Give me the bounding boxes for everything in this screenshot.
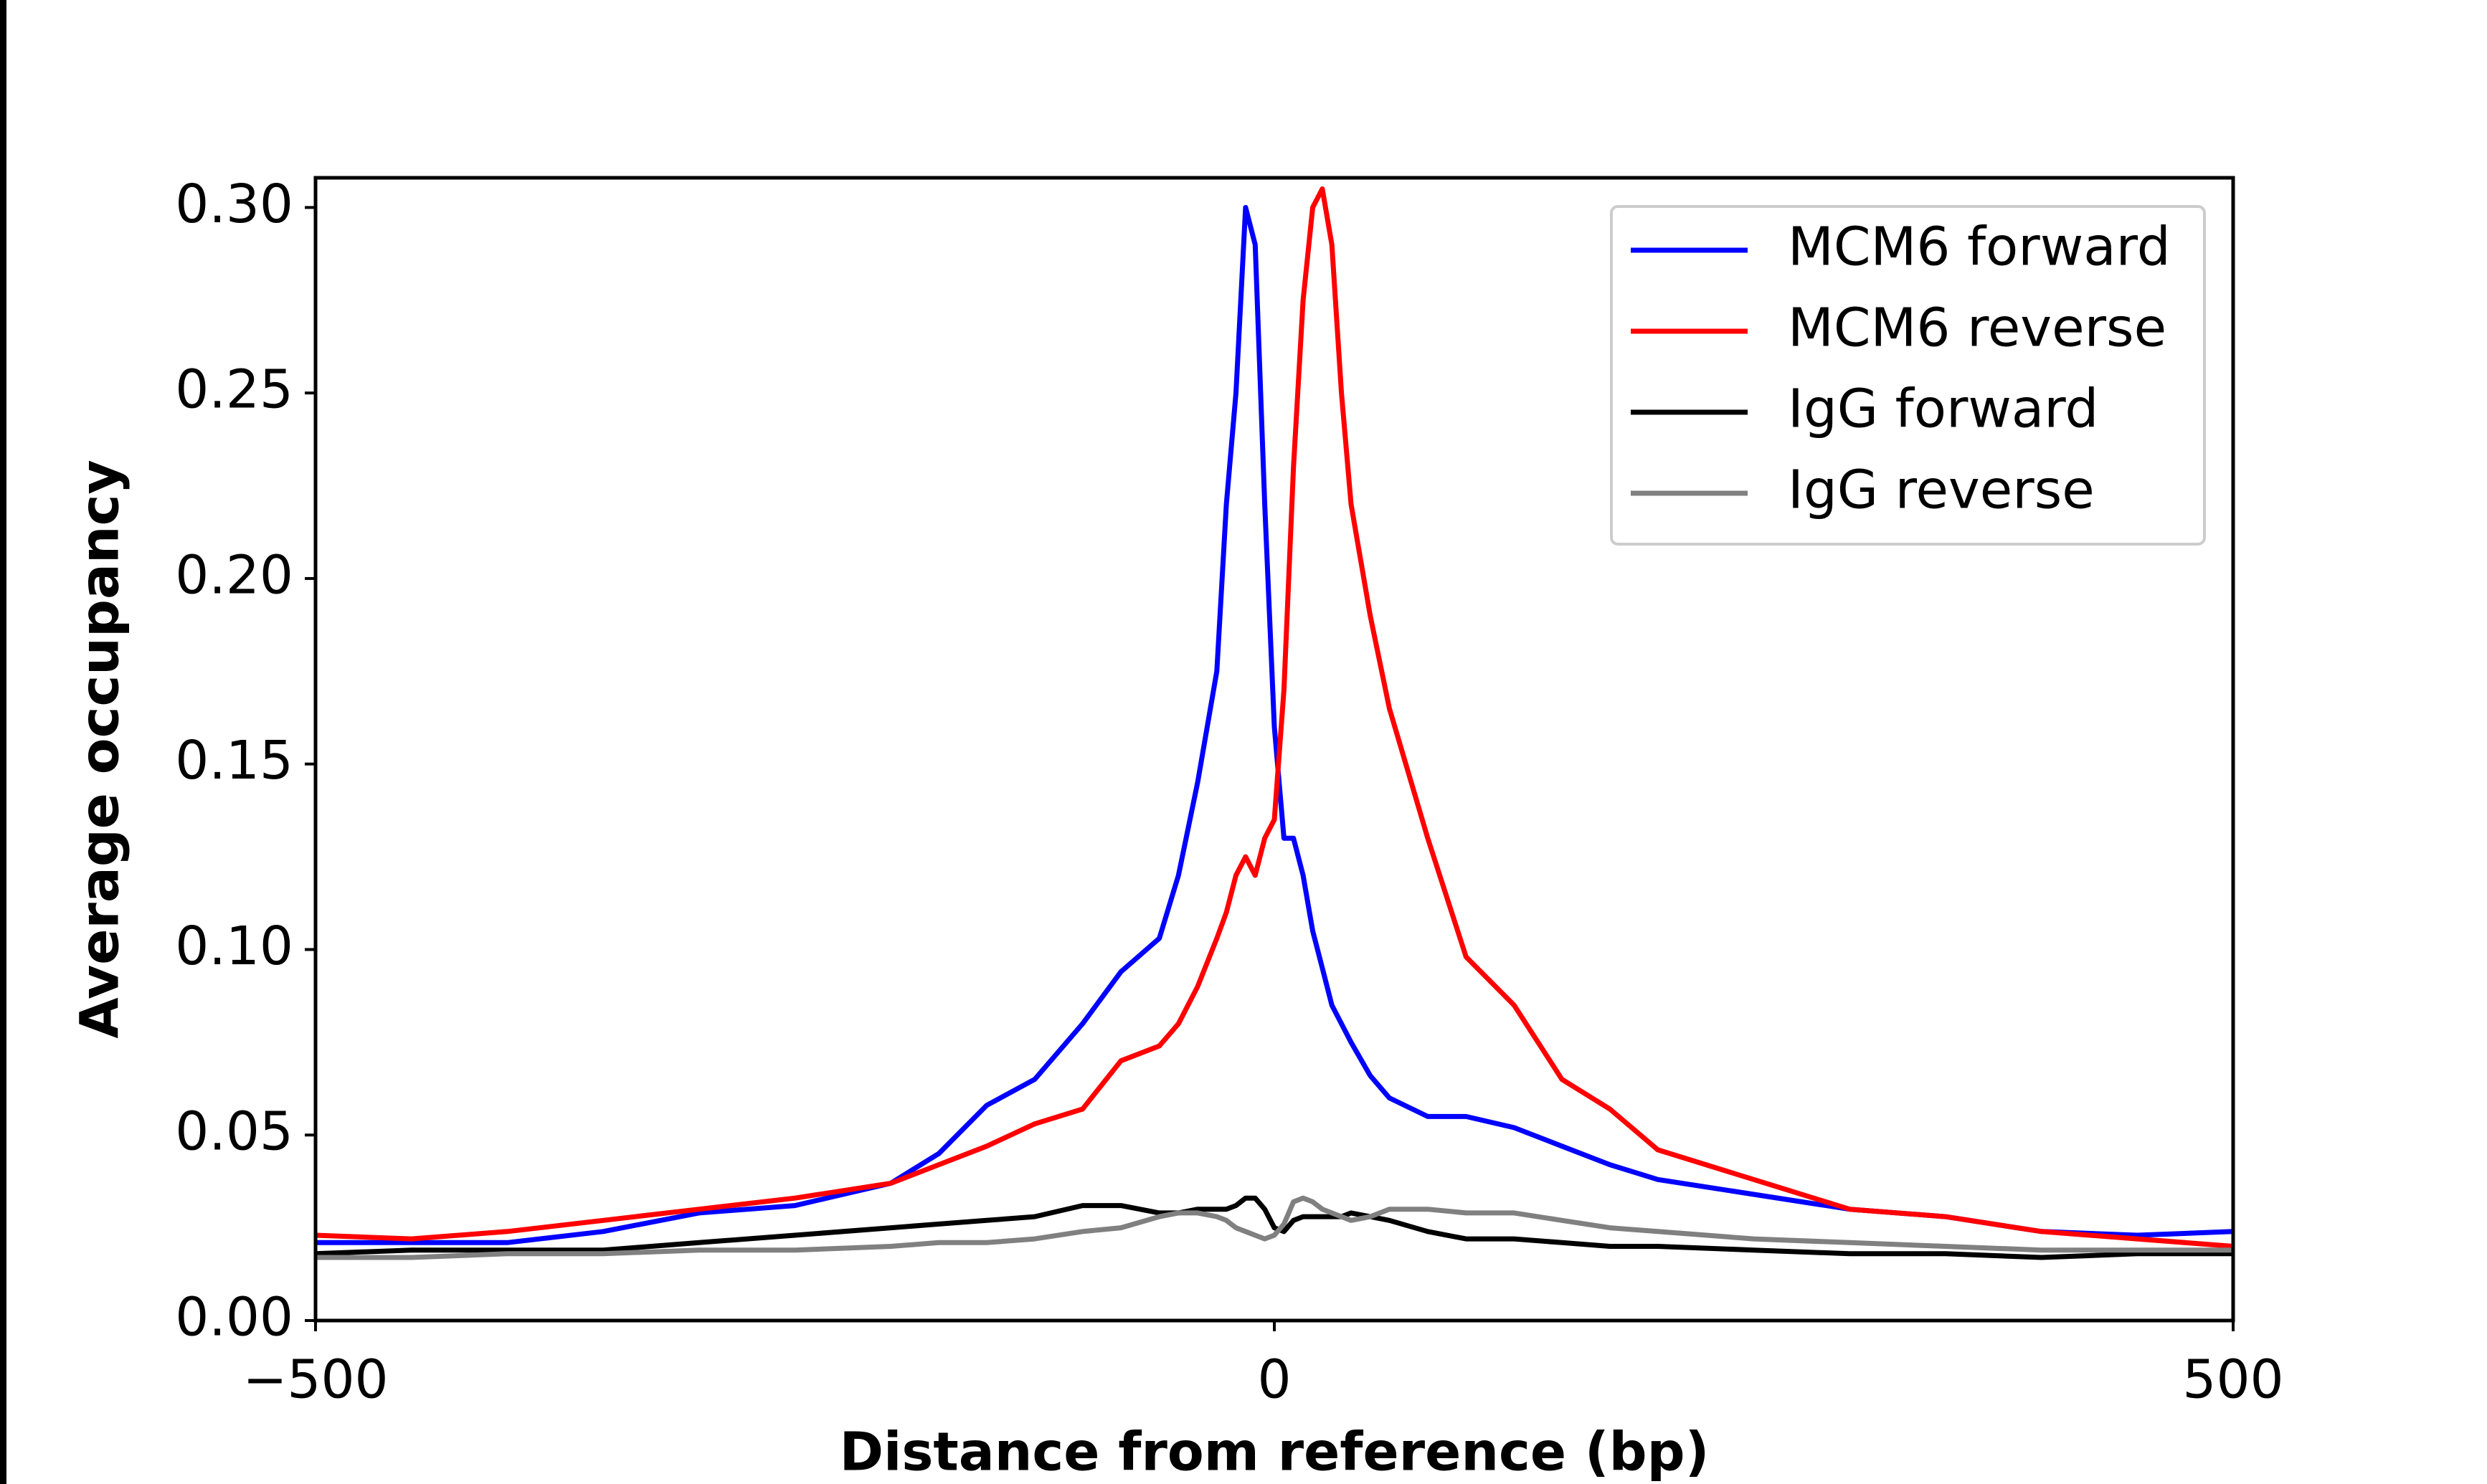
plot-frame (313, 176, 2235, 1323)
legend-label: MCM6 reverse (1788, 298, 2166, 359)
data-line (315, 186, 2234, 1249)
x-axis-label: Distance from reference (bp) (840, 1422, 1710, 1483)
legend-label: MCM6 forward (1788, 217, 2171, 278)
left-border (0, 0, 6, 1484)
y-tick-label: 0.05 (175, 1101, 293, 1163)
data-line (316, 1195, 2233, 1260)
x-tick-label: −500 (242, 1349, 388, 1411)
y-tick-label: 0.20 (175, 544, 293, 606)
y-tick-label: 0.15 (175, 730, 293, 791)
legend-label: IgG forward (1788, 379, 2098, 440)
y-axis-label: Average occupancy (70, 460, 131, 1038)
legend-box (1610, 205, 2206, 546)
y-tick-label: 0.30 (175, 173, 293, 235)
y-tick-label: 0.00 (175, 1287, 293, 1349)
x-tick-label: 500 (2182, 1349, 2283, 1411)
x-tick-label: 0 (1257, 1349, 1291, 1411)
y-tick-label: 0.25 (175, 359, 293, 421)
y-tick-label: 0.10 (175, 915, 293, 977)
legend-label: IgG reverse (1788, 460, 2095, 521)
